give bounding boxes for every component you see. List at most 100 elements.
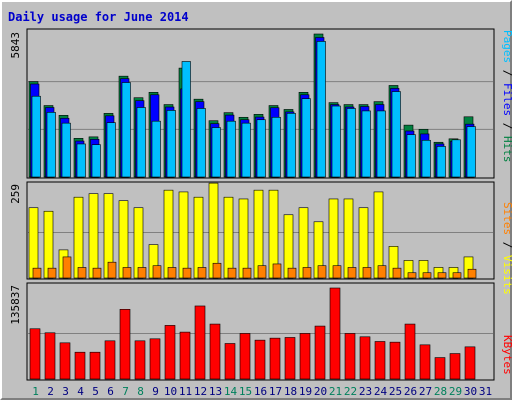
kbytes-bar-day-18	[284, 337, 296, 380]
kbytes-bar-day-23	[359, 336, 371, 380]
legend-hits: Hits	[501, 136, 512, 163]
legend-panel-2: Sites / Visits	[501, 202, 512, 295]
kbytes-bar-day-14	[224, 343, 236, 380]
visits-bar-day-14	[223, 196, 234, 279]
pages-bar-day-20	[316, 41, 326, 178]
kbytes-bar-day-12	[194, 305, 206, 380]
day-label-28: 28	[434, 385, 447, 398]
day-label-21: 21	[329, 385, 342, 398]
bars-layer	[28, 33, 493, 380]
sites-bar-day-8	[137, 267, 147, 279]
visits-bar-day-1	[28, 207, 39, 279]
pages-bar-day-10	[166, 110, 176, 178]
day-label-13: 13	[209, 385, 222, 398]
kbytes-bar-day-29	[449, 353, 461, 380]
day-label-11: 11	[179, 385, 192, 398]
kbytes-bar-day-30	[464, 346, 476, 380]
pages-bar-day-11	[181, 61, 191, 178]
pages-bar-day-6	[106, 122, 116, 178]
sites-bar-day-15	[242, 267, 252, 279]
day-label-1: 1	[32, 385, 39, 398]
kbytes-bar-day-20	[314, 325, 326, 380]
visits-bar-day-11	[178, 191, 189, 279]
pages-bar-day-24	[376, 110, 386, 178]
kbytes-bar-day-25	[389, 341, 401, 380]
svg-text:Pages / Files / Hits: Pages / Files / Hits	[501, 30, 512, 163]
legend-kbytes: KBytes	[501, 335, 512, 375]
legend-panel-1: Pages / Files / Hits	[501, 30, 512, 163]
day-label-5: 5	[92, 385, 99, 398]
day-label-23: 23	[359, 385, 372, 398]
kbytes-bar-day-5	[89, 351, 101, 380]
pages-bar-day-13	[211, 127, 221, 178]
day-label-10: 10	[164, 385, 177, 398]
visits-ytick-label: 259	[9, 184, 22, 204]
kbytes-bar-day-24	[374, 341, 386, 380]
sites-bar-day-17	[272, 263, 282, 279]
pages-bar-day-18	[286, 113, 296, 178]
pages-bar-day-3	[61, 122, 71, 178]
pages-bar-day-17	[271, 116, 281, 178]
pages-bar-day-2	[46, 112, 56, 178]
pages-bar-day-14	[226, 120, 236, 178]
pages-bar-day-29	[451, 139, 461, 178]
legend-panel-3: KBytes	[501, 335, 512, 375]
visits-bar-day-24	[373, 191, 384, 279]
legend-visits: Visits	[501, 255, 512, 295]
day-label-31: 31	[479, 385, 492, 398]
day-label-19: 19	[299, 385, 312, 398]
sites-bar-day-29	[452, 272, 462, 279]
kbytes-bar-day-9	[149, 338, 161, 380]
sites-bar-day-14	[227, 267, 237, 279]
svg-text:KBytes: KBytes	[501, 335, 512, 375]
day-label-22: 22	[344, 385, 357, 398]
pages-bar-day-16	[256, 119, 266, 178]
day-label-18: 18	[284, 385, 297, 398]
sites-bar-day-10	[167, 267, 177, 279]
day-labels: 1 2 3 4 5 6 7 8 9 10 11 12 13 14 15 16 17 18 19 20 21 22 23 24 2…	[32, 385, 492, 398]
pages-bar-day-5	[91, 144, 101, 178]
chart-title: Daily usage for June 2014	[8, 10, 189, 24]
kbytes-bar-day-10	[164, 325, 176, 380]
kbytes-bar-day-17	[269, 337, 281, 380]
day-label-30: 30	[464, 385, 477, 398]
kbytes-ytick-label: 135837	[9, 285, 22, 325]
day-label-8: 8	[137, 385, 144, 398]
legend-sites: Sites	[501, 202, 512, 235]
day-label-12: 12	[194, 385, 207, 398]
visits-bar-day-5	[88, 193, 99, 279]
sites-bar-day-30	[467, 268, 477, 279]
day-label-16: 16	[254, 385, 267, 398]
sites-bar-day-18	[287, 267, 297, 279]
visits-bar-day-12	[193, 196, 204, 279]
kbytes-bar-day-4	[74, 351, 86, 380]
svg-text:Sites / Visits: Sites / Visits	[501, 202, 512, 295]
sites-bar-day-23	[362, 267, 372, 279]
pages-bar-day-23	[361, 110, 371, 178]
sites-bar-day-22	[347, 267, 357, 279]
sites-bar-day-26	[407, 272, 417, 279]
sites-bar-day-16	[257, 265, 267, 279]
day-label-26: 26	[404, 385, 417, 398]
sites-bar-day-11	[182, 267, 192, 279]
day-label-27: 27	[419, 385, 432, 398]
kbytes-bar-day-11	[179, 331, 191, 380]
kbytes-bar-day-6	[104, 340, 116, 380]
sites-bar-day-5	[92, 267, 102, 279]
day-label-15: 15	[239, 385, 252, 398]
sites-bar-day-28	[437, 272, 447, 279]
pages-bar-day-7	[121, 82, 131, 178]
legend-pages: Pages	[501, 30, 512, 63]
day-label-29: 29	[449, 385, 462, 398]
pages-bar-day-30	[466, 126, 476, 178]
day-label-17: 17	[269, 385, 282, 398]
sites-bar-day-12	[197, 267, 207, 279]
pages-bar-day-27	[421, 139, 431, 178]
pages-bar-day-25	[391, 91, 401, 178]
visits-bar-day-10	[163, 189, 174, 279]
pages-bar-day-9	[151, 120, 161, 178]
kbytes-bar-day-2	[44, 332, 56, 380]
sites-bar-day-27	[422, 272, 432, 279]
